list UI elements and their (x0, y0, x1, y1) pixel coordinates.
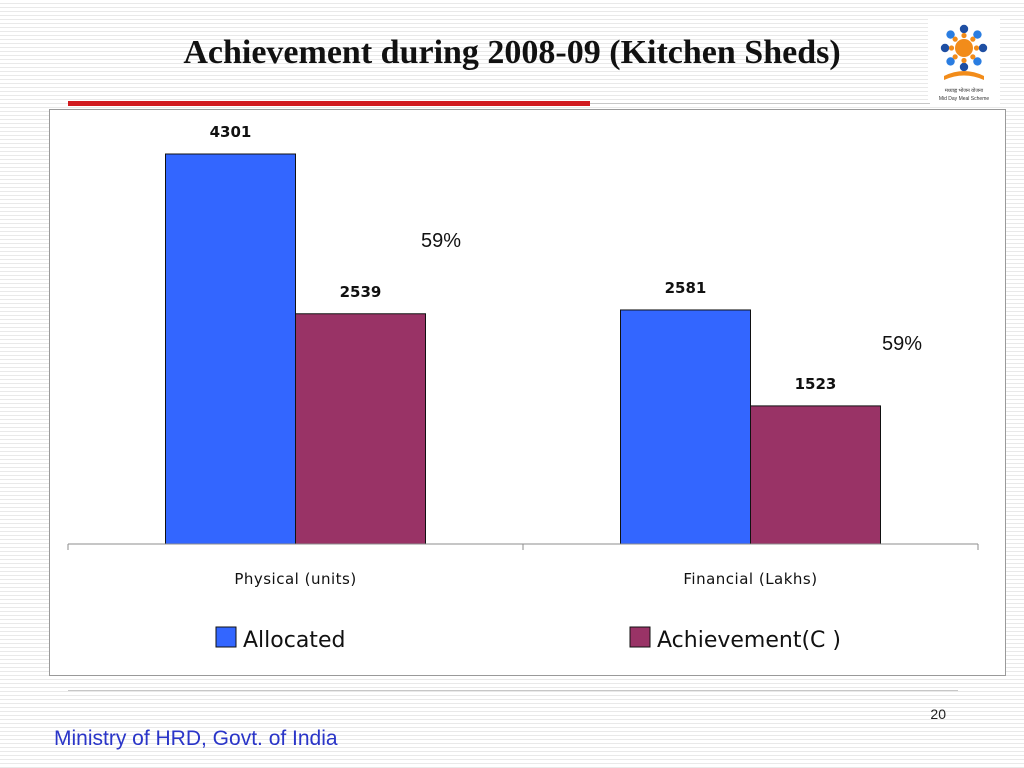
logo-person (946, 57, 955, 66)
logo-person (959, 62, 969, 72)
bar-achievement-physical (295, 313, 426, 545)
data-label: 4301 (210, 123, 252, 141)
logo-ray (952, 54, 958, 60)
legend-label: Allocated (243, 628, 345, 653)
percent-annotation: 59% (421, 230, 461, 252)
percent-annotation: 59% (882, 333, 922, 355)
title-underline-red (68, 101, 590, 106)
logo: मध्याह्न भोजन योजना Mid Day Meal Scheme (928, 18, 1000, 104)
logo-person (973, 57, 982, 66)
data-label: 2539 (340, 283, 382, 301)
logo-person (959, 24, 969, 34)
bar-allocated-financial (620, 309, 751, 545)
chart-area: 4301 2539 Physical (units) 2581 1523 Financia… (49, 109, 1006, 676)
title-underline-gray (590, 103, 930, 104)
logo-person (946, 30, 955, 39)
logo-text-hindi: मध्याह्न भोजन योजना (944, 88, 984, 94)
logo-ray (970, 54, 976, 60)
logo-ray (952, 36, 958, 42)
logo-person (978, 43, 988, 53)
footer-divider (68, 690, 958, 691)
logo-ray (970, 36, 976, 42)
logo-person (973, 30, 982, 39)
category-label: Financial (Lakhs) (683, 570, 817, 588)
mid-day-meal-logo-icon (940, 24, 988, 80)
logo-ray (948, 45, 955, 51)
logo-ray (961, 32, 967, 39)
footer-ministry: Ministry of HRD, Govt. of India (54, 727, 338, 750)
category-label: Physical (units) (234, 570, 356, 588)
logo-ray (973, 45, 980, 51)
data-label: 1523 (795, 375, 837, 393)
legend-swatch (215, 626, 237, 648)
data-label: 2581 (665, 279, 707, 297)
bar-chart: 4301 2539 Physical (units) 2581 1523 Financia… (67, 123, 979, 653)
legend-swatch (629, 626, 651, 648)
legend-label: Achievement(C ) (657, 628, 841, 653)
logo-text-english: Mid Day Meal Scheme (938, 96, 990, 102)
logo-ray (961, 57, 967, 64)
page-number: 20 (930, 706, 946, 722)
bar-allocated-physical (165, 153, 296, 545)
logo-person (940, 43, 950, 53)
bar-achievement-financial (750, 405, 881, 545)
slide-title: Achievement during 2008-09 (Kitchen Shed… (183, 34, 841, 71)
